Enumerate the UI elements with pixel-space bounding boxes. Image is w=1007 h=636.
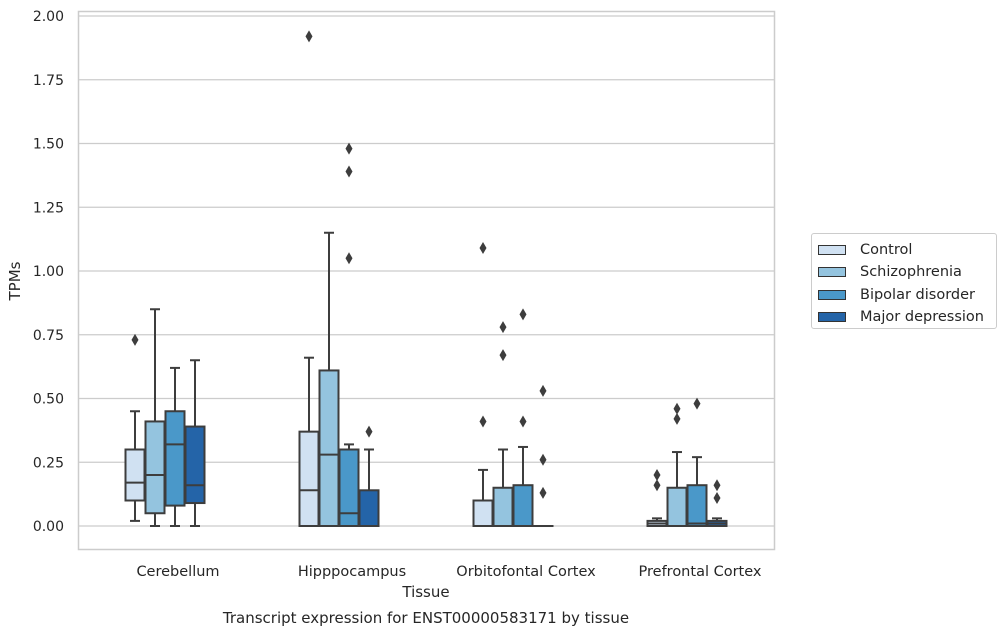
- outlier-point: [519, 308, 527, 321]
- outlier-point: [305, 30, 313, 43]
- x-axis-label: Tissue: [401, 583, 449, 601]
- legend-label: Major depression: [860, 309, 984, 326]
- y-tick-label: 2.00: [33, 9, 64, 25]
- legend-label: Bipolar disorder: [860, 286, 975, 303]
- box-bipolar-disorder: [338, 142, 360, 527]
- y-tick-label: 1.50: [33, 137, 64, 153]
- y-tick-label: 0.50: [33, 392, 64, 408]
- x-tick-labels: Cerebellum Hipppocampus Orbitofontal Corte…: [136, 564, 761, 580]
- legend-label: Control: [860, 242, 913, 259]
- outlier-point: [345, 165, 353, 178]
- y-tick-label: 0.00: [33, 519, 64, 535]
- box-control: [472, 242, 494, 527]
- box-control: [298, 30, 320, 527]
- outlier-point: [539, 486, 547, 499]
- x-tick-label: Cerebellum: [136, 564, 219, 580]
- box-major-depression: [706, 479, 728, 528]
- box-schizophrenia: [666, 402, 688, 527]
- legend: Control Schizophrenia Bipolar disorder Majo…: [811, 233, 997, 329]
- y-tick-labels: 0.00 0.25 0.50 0.75 1.00 1.25 1.50 1.75 2.00: [33, 9, 64, 535]
- box-schizophrenia: [144, 308, 166, 527]
- outlier-point: [519, 415, 527, 428]
- outlier-point: [673, 402, 681, 415]
- outlier-point: [673, 412, 681, 425]
- box-control: [124, 333, 146, 522]
- outlier-point: [499, 321, 507, 334]
- box-schizophrenia: [318, 231, 340, 528]
- box-major-depression: [184, 359, 206, 527]
- outlier-point: [479, 415, 487, 428]
- chart-title: Transcript expression for ENST0000058317…: [222, 609, 629, 627]
- box-schizophrenia: [492, 321, 514, 527]
- outlier-point: [345, 142, 353, 155]
- box-body: [298, 430, 320, 527]
- legend-swatch: [818, 289, 846, 300]
- box-major-depression: [358, 425, 380, 527]
- outlier-point: [713, 479, 721, 492]
- x-tick-label: Hipppocampus: [298, 564, 406, 580]
- box-control: [646, 469, 668, 528]
- outlier-point: [653, 469, 661, 481]
- outlier-point: [539, 453, 547, 466]
- box-groups: [124, 30, 728, 528]
- box-body: [338, 448, 360, 527]
- y-tick-label: 0.75: [33, 328, 64, 344]
- y-tick-label: 1.00: [33, 264, 64, 280]
- box-body: [472, 499, 494, 527]
- legend-item: Bipolar disorder: [818, 284, 996, 306]
- outlier-point: [693, 397, 701, 410]
- legend-swatch: [818, 245, 846, 256]
- box-body: [144, 420, 166, 515]
- y-axis-label: TPMs: [6, 261, 24, 301]
- x-tick-label: Prefrontal Cortex: [639, 564, 762, 580]
- y-tick-label: 0.25: [33, 455, 64, 471]
- box-bipolar-disorder: [686, 397, 708, 528]
- outlier-point: [479, 242, 487, 255]
- outlier-point: [131, 333, 139, 346]
- box-body: [164, 410, 186, 507]
- legend-label: Schizophrenia: [860, 264, 962, 281]
- box-body: [512, 484, 534, 528]
- outlier-point: [539, 384, 547, 397]
- legend-item: Schizophrenia: [818, 261, 996, 283]
- box-major-depression: [532, 384, 554, 528]
- box-bipolar-disorder: [512, 308, 534, 528]
- box-body: [358, 489, 380, 527]
- box-body: [318, 369, 340, 528]
- outlier-point: [653, 479, 661, 492]
- y-tick-label: 1.25: [33, 200, 64, 216]
- y-tick-label: 1.75: [33, 73, 64, 89]
- box-body: [124, 448, 146, 502]
- plot-frame: [77, 10, 776, 551]
- box-body: [686, 484, 708, 528]
- legend-item: Major depression: [818, 306, 996, 328]
- legend-swatch: [818, 312, 846, 323]
- box-body: [666, 486, 688, 527]
- box-body: [492, 486, 514, 527]
- outlier-point: [499, 349, 507, 362]
- legend-item: Control: [818, 239, 996, 261]
- outlier-point: [713, 491, 721, 504]
- outlier-point: [365, 425, 373, 438]
- x-tick-label: Orbitofontal Cortex: [456, 564, 596, 580]
- box-body: [184, 425, 206, 505]
- box-bipolar-disorder: [164, 366, 186, 527]
- legend-swatch: [818, 267, 846, 278]
- outlier-point: [345, 252, 353, 265]
